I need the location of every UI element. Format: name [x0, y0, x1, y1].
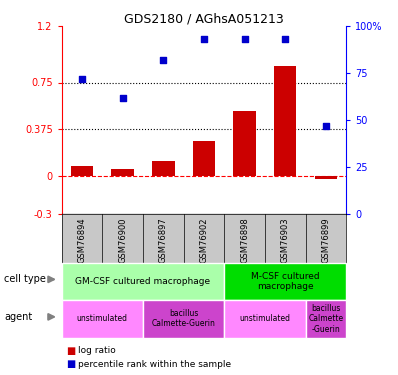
Bar — [306, 300, 346, 338]
Text: ■: ■ — [66, 346, 75, 355]
Text: log ratio: log ratio — [78, 346, 115, 355]
Point — [160, 57, 166, 63]
Text: agent: agent — [4, 312, 32, 322]
Text: bacillus
Calmette
-Guerin: bacillus Calmette -Guerin — [308, 304, 343, 334]
Bar — [152, 161, 174, 176]
Point — [282, 36, 289, 42]
Text: GM-CSF cultured macrophage: GM-CSF cultured macrophage — [76, 277, 211, 286]
Point — [201, 36, 207, 42]
Text: cell type: cell type — [4, 274, 46, 284]
Text: ■: ■ — [66, 360, 75, 369]
Text: GSM76902: GSM76902 — [199, 217, 209, 263]
Title: GDS2180 / AGhsA051213: GDS2180 / AGhsA051213 — [124, 12, 284, 25]
Bar — [234, 111, 256, 176]
Bar — [62, 262, 224, 300]
Bar — [143, 300, 224, 338]
Bar — [274, 66, 297, 176]
Point — [323, 123, 329, 129]
Point — [119, 94, 126, 100]
Bar — [315, 176, 337, 179]
Text: unstimulated: unstimulated — [240, 314, 291, 323]
Bar — [111, 169, 134, 176]
Text: percentile rank within the sample: percentile rank within the sample — [78, 360, 231, 369]
Point — [242, 36, 248, 42]
Bar — [71, 166, 93, 176]
Text: unstimulated: unstimulated — [77, 314, 128, 323]
Text: GSM76900: GSM76900 — [118, 217, 127, 263]
Point — [79, 76, 85, 82]
Bar — [224, 262, 346, 300]
Bar — [193, 141, 215, 176]
Bar — [224, 300, 306, 338]
Text: GSM76898: GSM76898 — [240, 217, 249, 263]
Text: GSM76897: GSM76897 — [159, 217, 168, 263]
Text: GSM76894: GSM76894 — [78, 217, 86, 263]
Text: M-CSF cultured
macrophage: M-CSF cultured macrophage — [251, 272, 320, 291]
Text: GSM76899: GSM76899 — [322, 217, 330, 263]
Text: bacillus
Calmette-Guerin: bacillus Calmette-Guerin — [152, 309, 216, 328]
Bar — [62, 300, 143, 338]
Text: GSM76903: GSM76903 — [281, 217, 290, 263]
